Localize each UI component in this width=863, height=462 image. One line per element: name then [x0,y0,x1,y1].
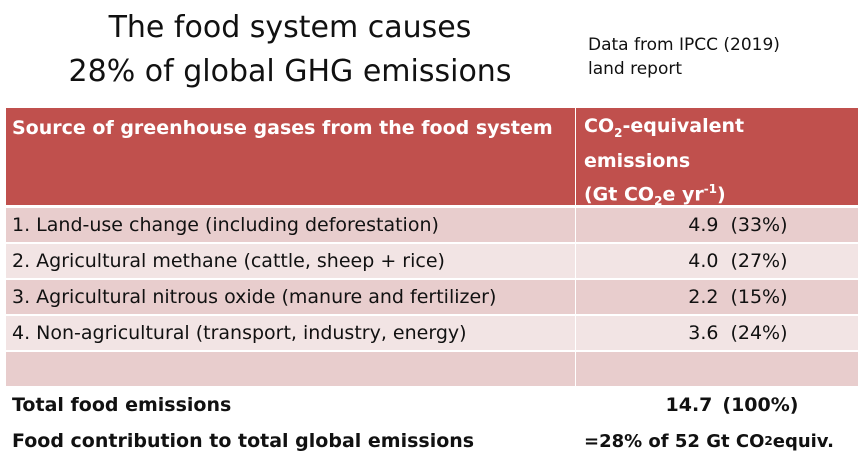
emissions-table: Source of greenhouse gases from the food… [6,108,858,460]
title-line-1: The food system causes [108,10,472,45]
contribution-label: Food contribution to total global emissi… [6,424,576,460]
table-row-source: 1. Land-use change (including deforestat… [6,208,576,244]
header-emissions-line-2: emissions [584,149,691,172]
total-label: Total food emissions [6,388,576,424]
table-row-value: 3.6 (24%) [576,316,858,352]
contribution-value: =28% of 52 Gt CO 2 equiv. [576,424,858,460]
page-title: The food system causes 28% of global GHG… [40,6,540,94]
header-emissions-line-3: (Gt CO2e yr-1) [584,181,726,208]
table-row-value: 2.2 (15%) [576,280,858,316]
header-source-label: Source of greenhouse gases from the food… [12,117,553,139]
table-row-value: 4.9 (33%) [576,208,858,244]
source-note-line-1: Data from IPCC (2019) [588,35,780,55]
header-emissions-line-1: CO2-equivalent [584,115,745,140]
source-note-line-2: land report [588,59,683,79]
table-row-source: 2. Agricultural methane (cattle, sheep +… [6,244,576,280]
table-row-empty [576,352,858,388]
table-row-value: 4.0 (27%) [576,244,858,280]
source-note: Data from IPCC (2019) land report [588,33,780,81]
header-source-column: Source of greenhouse gases from the food… [6,108,576,208]
title-line-2: 28% of global GHG emissions [68,54,512,89]
total-value: 14.7 (100%) [576,388,858,424]
table-row-source: 3. Agricultural nitrous oxide (manure an… [6,280,576,316]
header-emissions-column: CO2-equivalent emissions (Gt CO2e yr-1) [576,108,858,208]
table-row-source: 4. Non-agricultural (transport, industry… [6,316,576,352]
table-row-empty [6,352,576,388]
